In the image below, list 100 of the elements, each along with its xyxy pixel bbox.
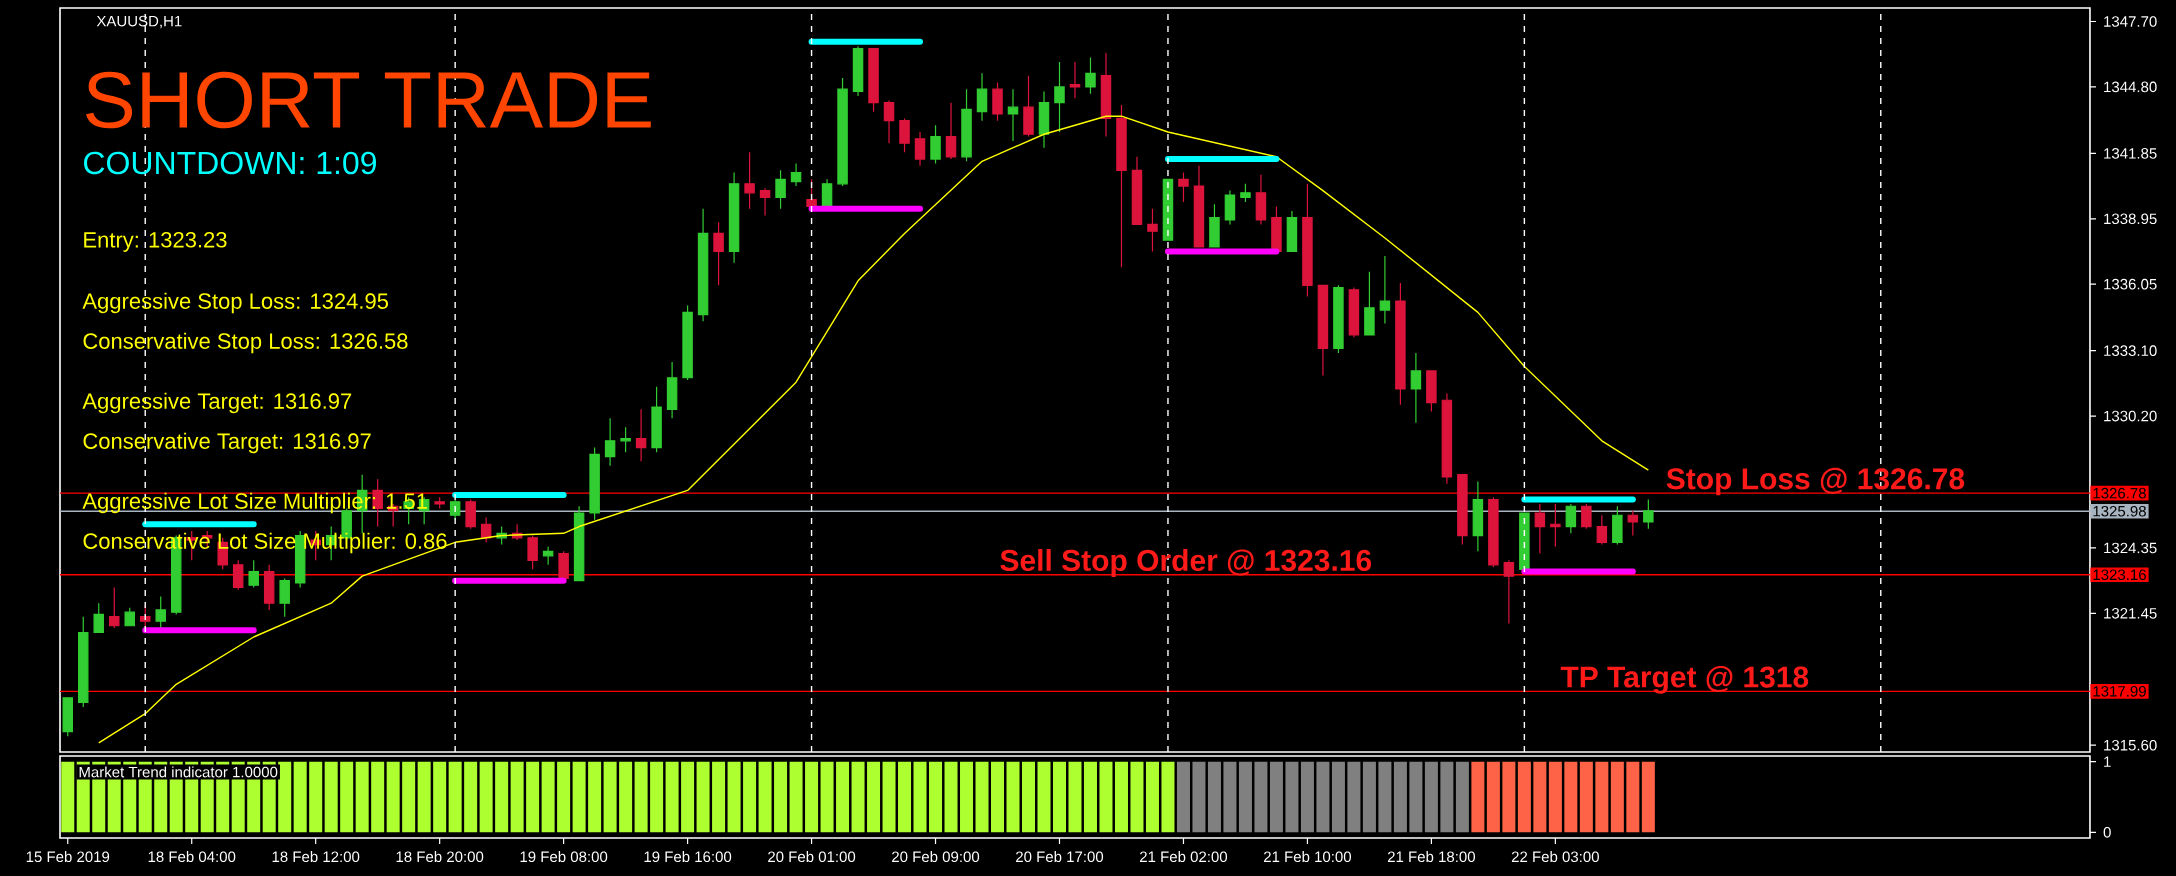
candlestick	[62, 697, 73, 737]
candlestick	[961, 88, 972, 162]
ref-line-label: 1323.16	[2093, 569, 2146, 581]
candlestick	[1612, 505, 1623, 546]
candlestick	[1131, 156, 1143, 226]
candlestick	[279, 577, 290, 618]
x-tick-label: 19 Feb 08:00	[520, 851, 608, 863]
candlestick	[1348, 286, 1360, 338]
candlestick	[1209, 203, 1220, 248]
candlestick	[248, 559, 259, 588]
candlestick	[666, 361, 678, 419]
y-tick-label: 1315.60	[2104, 739, 2157, 751]
y-tick-label: 1321.45	[2104, 608, 2157, 619]
candlestick	[480, 516, 492, 543]
candlestick	[651, 386, 662, 453]
candlestick	[1426, 370, 1437, 413]
candlestick	[1023, 75, 1034, 138]
annotation: Conservative Stop Loss: 1326.58	[83, 332, 408, 354]
candlestick	[1178, 171, 1189, 203]
candlestick	[1643, 498, 1654, 530]
candlestick	[1302, 183, 1313, 298]
candlestick	[1054, 61, 1065, 133]
candlestick	[1457, 474, 1468, 546]
ref-line-label: 1326.78	[2093, 487, 2146, 499]
annotation: TP Target @ 1318	[1560, 666, 1809, 694]
candlestick	[759, 187, 771, 216]
candlestick	[155, 595, 166, 629]
candlestick	[108, 586, 120, 629]
candlestick	[124, 607, 135, 627]
candlestick	[883, 99, 895, 144]
candlestick	[527, 534, 538, 570]
candlestick	[976, 72, 988, 122]
annotation: Aggressive Target: 1316.97	[82, 392, 352, 414]
candlestick	[790, 162, 802, 187]
annotation: COUNTDOWN: 1:09	[84, 151, 376, 175]
x-tick-label: 21 Feb 18:00	[1387, 851, 1475, 863]
candlestick	[1395, 282, 1406, 406]
candlestick	[713, 221, 724, 286]
x-tick-label: 20 Feb 17:00	[1016, 851, 1104, 863]
candlestick	[775, 169, 786, 210]
candlestick	[1379, 255, 1391, 325]
candlestick	[1271, 205, 1282, 253]
candlestick	[1472, 480, 1484, 552]
candlestick	[930, 124, 941, 165]
candlestick	[1441, 392, 1453, 485]
x-tick-label: 22 Feb 03:00	[1511, 851, 1599, 863]
y-tick-label: 1336.05	[2104, 278, 2157, 290]
x-tick-label: 18 Feb 04:00	[148, 851, 236, 863]
candlestick	[1255, 174, 1267, 226]
candlestick	[1069, 61, 1081, 99]
candlestick	[78, 616, 89, 708]
candlestick	[1581, 503, 1592, 530]
x-tick-label: 18 Feb 12:00	[272, 851, 360, 863]
candlestick	[1193, 165, 1205, 248]
candlestick	[868, 47, 879, 113]
annotation: Aggressive Stop Loss: 1324.95	[82, 292, 388, 314]
chart-title: XAUUSD,H1	[96, 15, 182, 29]
candlestick	[620, 426, 631, 453]
ref-line-label: 1325.98	[2093, 505, 2146, 517]
candlestick	[1596, 514, 1608, 546]
annotation: Conservative Target: 1316.97	[83, 432, 371, 454]
candlestick	[728, 171, 740, 264]
x-tick-label: 21 Feb 10:00	[1263, 851, 1352, 863]
candlestick	[558, 550, 569, 582]
x-tick-label: 20 Feb 01:00	[768, 851, 856, 863]
x-tick-label: 21 Feb 02:00	[1140, 851, 1228, 863]
annotation: Entry: 1323.23	[84, 232, 227, 252]
y-tick-label: 0	[2103, 827, 2111, 838]
candlestick	[1116, 104, 1127, 268]
candlestick	[1240, 183, 1251, 203]
candlestick	[465, 498, 476, 530]
y-tick-label: 1341.85	[2104, 148, 2157, 159]
candlestick	[573, 505, 585, 582]
y-tick-label: 1330.20	[2104, 410, 2157, 422]
candlestick	[1534, 503, 1546, 555]
candlestick	[263, 564, 275, 611]
candlestick	[1038, 90, 1050, 149]
candlestick	[589, 447, 600, 521]
candlestick	[1410, 352, 1422, 424]
candlestick	[914, 131, 926, 167]
y-tick-label: 1338.95	[2104, 213, 2157, 225]
x-tick-label: 19 Feb 16:00	[644, 851, 732, 863]
candlestick	[635, 408, 647, 462]
candlestick	[542, 546, 554, 566]
ref-line-label: 1317.99	[2093, 686, 2146, 697]
candlestick	[1364, 271, 1375, 336]
candlestick	[837, 77, 848, 187]
candlestick	[899, 117, 910, 153]
candlestick	[1286, 210, 1298, 253]
candlestick	[93, 602, 104, 634]
candlestick	[945, 102, 957, 160]
candlestick	[852, 45, 864, 97]
y-tick-label: 1347.70	[2104, 16, 2157, 27]
annotation: SHORT TRADE	[86, 71, 651, 129]
candlestick	[1224, 190, 1236, 226]
annotation: Sell Stop Order @ 1323.16	[1000, 549, 1372, 577]
candlestick	[1503, 559, 1515, 625]
candlestick	[1100, 52, 1112, 138]
candlestick	[1519, 512, 1530, 570]
candlestick	[1565, 503, 1577, 534]
